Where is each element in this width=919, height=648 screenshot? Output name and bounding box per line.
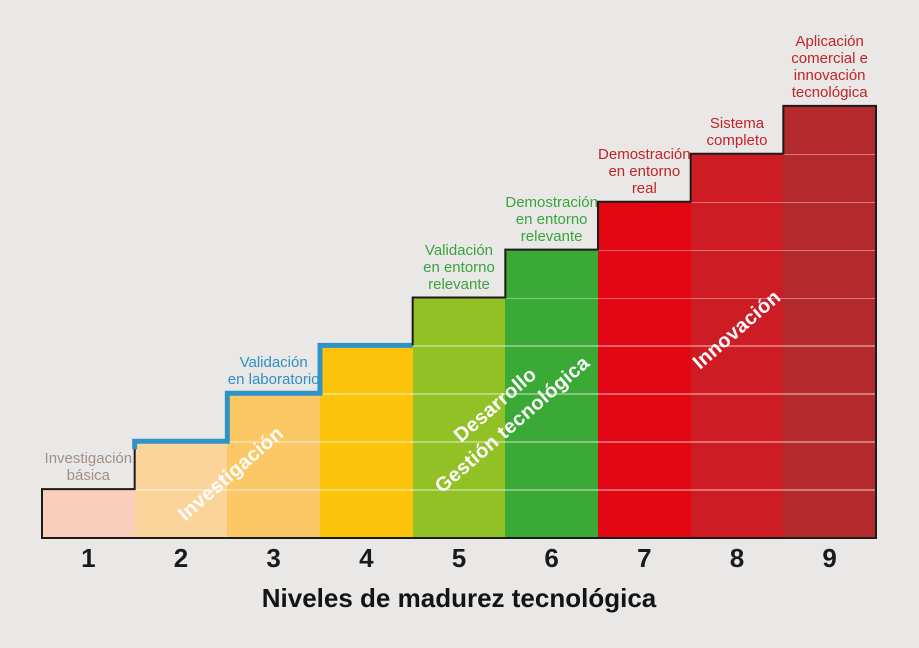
gridline	[783, 393, 876, 395]
gridline	[598, 489, 691, 491]
axis-tick-7: 7	[598, 543, 691, 574]
gridline	[227, 489, 320, 491]
bar-label-level-1: Investigación básica	[28, 451, 149, 485]
gridline	[505, 441, 598, 443]
bar-label-level-3: Validación en laboratorio	[213, 355, 334, 389]
bar-level-7	[598, 202, 692, 537]
gridline	[783, 489, 876, 491]
gridline	[227, 441, 320, 443]
bar-level-5	[413, 298, 506, 538]
gridline	[783, 441, 876, 443]
gridline	[320, 441, 413, 443]
trl-staircase-chart: Investigación básica 12 Validación en labo…	[0, 0, 919, 648]
gridline	[413, 345, 506, 347]
gridline	[691, 441, 784, 443]
bar-level-3	[227, 393, 320, 537]
gridline	[598, 345, 691, 347]
bar-label-level-6: Demostración en entorno relevante	[491, 195, 612, 246]
gridline	[691, 489, 784, 491]
gridline	[783, 154, 876, 156]
gridline	[135, 489, 228, 491]
axis-tick-8: 8	[691, 543, 784, 574]
gridline	[691, 345, 784, 347]
bar-label-level-7: Demostración en entorno real	[584, 147, 705, 198]
gridline	[598, 393, 691, 395]
bar-label-level-8: Sistema completo	[677, 116, 798, 150]
gridline	[783, 250, 876, 252]
gridline	[413, 393, 506, 395]
axis-tick-9: 9	[783, 543, 876, 574]
gridline	[691, 250, 784, 252]
gridline	[783, 345, 876, 347]
bar-level-1	[42, 489, 135, 537]
axis-tick-4: 4	[320, 543, 413, 574]
bar-level-9	[783, 106, 876, 537]
gridline	[691, 298, 784, 300]
bar-label-level-9: Aplicación comercial e innovación tecnol…	[769, 34, 890, 102]
gridline	[505, 393, 598, 395]
gridline	[598, 298, 691, 300]
x-axis-title: Niveles de madurez tecnológica	[42, 583, 876, 614]
axis-tick-5: 5	[413, 543, 506, 574]
gridline	[783, 298, 876, 300]
axis-tick-6: 6	[505, 543, 598, 574]
axis-tick-3: 3	[227, 543, 320, 574]
bar-label-level-5: Validación en entorno relevante	[399, 243, 520, 294]
gridline	[783, 202, 876, 204]
gridline	[691, 393, 784, 395]
gridline	[505, 345, 598, 347]
gridline	[598, 250, 691, 252]
gridline	[505, 489, 598, 491]
gridline	[598, 441, 691, 443]
gridline	[413, 441, 506, 443]
gridline	[413, 489, 506, 491]
axis-tick-2: 2	[135, 543, 228, 574]
gridline	[320, 489, 413, 491]
gridline	[505, 298, 598, 300]
gridline	[691, 202, 784, 204]
axis-tick-1: 1	[42, 543, 135, 574]
gridline	[320, 393, 413, 395]
